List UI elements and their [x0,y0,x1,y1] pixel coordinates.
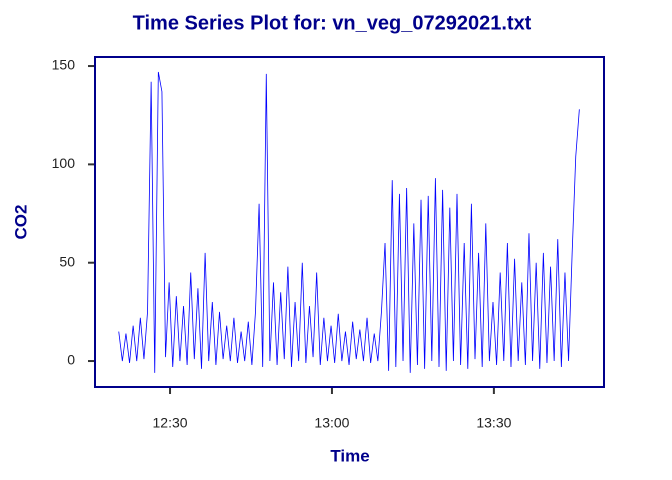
y-tick-label: 50 [59,253,75,269]
data-line [118,71,580,373]
chart-title: Time Series Plot for: vn_veg_07292021.tx… [133,12,532,34]
y-tick-label: 100 [52,155,76,171]
x-tick-label: 13:30 [476,415,511,431]
y-tick-label: 0 [67,352,75,368]
x-axis-label: Time [330,446,369,465]
plot-frame [94,56,605,388]
y-tick-label: 150 [52,57,76,73]
y-axis-label: CO2 [11,205,30,240]
x-tick-label: 13:00 [314,415,349,431]
x-tick-label: 12:30 [153,415,188,431]
